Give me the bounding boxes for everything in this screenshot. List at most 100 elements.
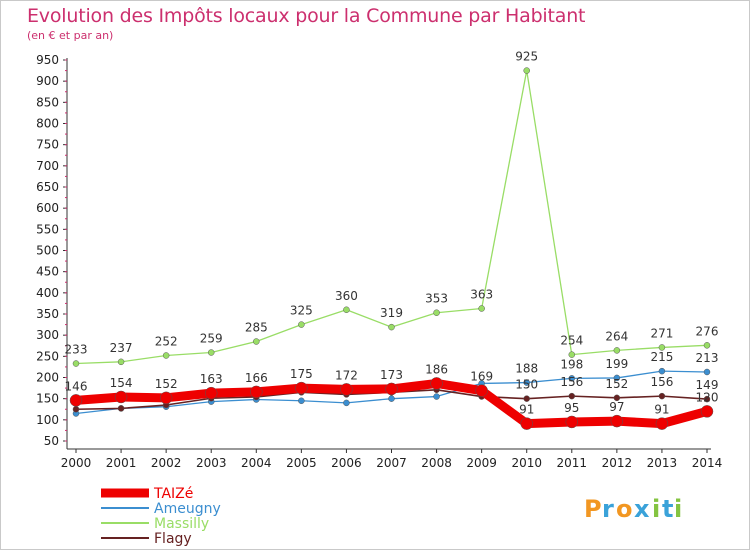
data-label: 146 <box>65 379 88 393</box>
data-label: 91 <box>519 403 534 417</box>
data-point <box>72 360 80 367</box>
data-point <box>568 375 576 382</box>
data-point <box>298 397 305 405</box>
data-label: 360 <box>335 289 358 303</box>
data-point <box>658 392 666 400</box>
logo-letter: i <box>652 495 660 523</box>
x-tick-label: 2009 <box>466 456 497 470</box>
y-tick-label: 550 <box>36 222 59 236</box>
data-label: 95 <box>564 401 579 415</box>
data-label: 353 <box>425 292 448 306</box>
x-tick-label: 2000 <box>61 456 92 470</box>
data-point <box>655 417 669 430</box>
data-point <box>250 385 263 399</box>
y-tick-label: 850 <box>36 95 59 109</box>
data-point <box>703 395 711 403</box>
y-tick-label: 300 <box>36 328 59 342</box>
data-label: 215 <box>650 350 673 364</box>
data-point <box>610 414 624 428</box>
data-label: 97 <box>609 400 624 414</box>
data-point <box>523 395 530 402</box>
data-point <box>253 338 260 345</box>
data-point <box>658 367 666 375</box>
data-point <box>298 321 305 328</box>
data-label: 163 <box>200 372 223 386</box>
data-label: 169 <box>470 370 493 384</box>
data-point <box>159 391 173 405</box>
data-point <box>72 406 80 413</box>
data-point <box>385 382 398 396</box>
data-label: 259 <box>200 332 223 346</box>
data-point <box>568 351 576 358</box>
x-tick-label: 2003 <box>196 456 227 470</box>
y-tick-label: 650 <box>36 180 59 194</box>
data-point <box>69 394 83 407</box>
data-point <box>388 395 395 402</box>
data-point <box>433 393 440 400</box>
y-tick-label: 200 <box>36 371 59 385</box>
y-tick-label: 450 <box>36 265 59 279</box>
legend-label: Ameugny <box>154 501 221 517</box>
data-label: 252 <box>155 334 178 348</box>
data-label: 152 <box>155 377 178 391</box>
data-point <box>523 379 530 386</box>
y-tick-label: 500 <box>36 244 59 258</box>
y-tick-label: 900 <box>36 74 59 88</box>
data-label: 186 <box>425 362 448 376</box>
data-point <box>430 377 443 390</box>
logo-letter: P <box>584 495 602 523</box>
y-tick-label: 50 <box>44 434 59 448</box>
x-tick-label: 2004 <box>241 456 272 470</box>
data-point <box>117 405 125 412</box>
data-label: 285 <box>245 321 268 335</box>
data-point <box>295 381 308 395</box>
x-tick-label: 2006 <box>331 456 362 470</box>
data-label: 150 <box>515 378 538 392</box>
data-point <box>478 305 485 312</box>
data-point <box>523 67 530 74</box>
data-label: 271 <box>650 326 673 340</box>
y-tick-label: 600 <box>36 201 59 215</box>
x-tick-label: 2008 <box>421 456 452 470</box>
x-tick-label: 2011 <box>557 456 588 470</box>
data-point <box>568 392 576 400</box>
data-point <box>207 349 215 356</box>
data-point <box>340 383 353 396</box>
data-label: 233 <box>65 343 88 357</box>
data-label: 166 <box>245 371 268 385</box>
chart-title: Evolution des Impôts locaux pour la Comm… <box>27 5 586 27</box>
data-point <box>204 386 218 400</box>
data-point <box>703 342 711 349</box>
data-point <box>613 374 621 382</box>
data-label: 188 <box>515 362 538 376</box>
y-tick-label: 100 <box>36 413 59 427</box>
y-tick-label: 700 <box>36 159 59 173</box>
data-label: 213 <box>696 351 719 365</box>
data-point <box>433 309 440 316</box>
data-label: 149 <box>696 378 719 392</box>
y-tick-label: 350 <box>36 307 59 321</box>
data-label: 276 <box>696 324 719 338</box>
data-label: 91 <box>654 403 669 417</box>
data-label: 120 <box>696 390 719 404</box>
y-tick-label: 150 <box>36 392 59 406</box>
data-label: 264 <box>605 329 628 343</box>
logo-letter: o <box>616 495 633 523</box>
data-label: 172 <box>335 368 358 382</box>
y-tick-label: 950 <box>36 53 59 67</box>
data-label: 363 <box>470 287 493 301</box>
data-label: 152 <box>605 377 628 391</box>
x-tick-label: 2012 <box>602 456 633 470</box>
logo-letter: x <box>634 495 650 523</box>
data-label: 198 <box>560 357 583 371</box>
data-label: 325 <box>290 304 313 318</box>
y-tick-label: 800 <box>36 117 59 131</box>
x-tick-label: 2013 <box>647 456 678 470</box>
data-point <box>343 399 350 407</box>
data-point <box>520 417 533 430</box>
data-point <box>117 358 125 366</box>
legend-label: TAIZé <box>153 486 193 502</box>
x-tick-label: 2014 <box>692 456 723 470</box>
